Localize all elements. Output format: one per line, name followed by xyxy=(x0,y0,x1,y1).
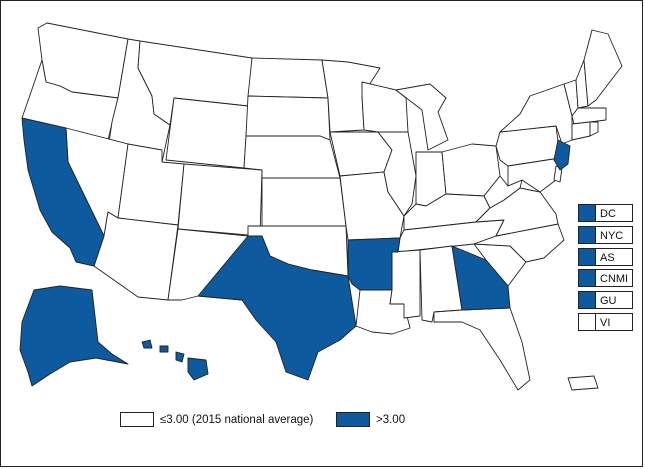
legend-above-average: >3.00 xyxy=(336,412,405,427)
inset-color-box xyxy=(578,291,596,310)
legend-label: ≤3.00 (2015 national average) xyxy=(160,413,314,426)
inset-label: DC xyxy=(595,204,633,222)
legend-swatch-blue xyxy=(336,412,370,427)
legend-label: >3.00 xyxy=(376,413,406,426)
puerto-rico xyxy=(567,375,599,391)
state-kansas xyxy=(261,177,347,227)
state-colorado xyxy=(177,163,263,237)
above-average-states xyxy=(19,117,571,387)
state-connecticut xyxy=(571,121,591,141)
state-wyoming xyxy=(165,97,249,169)
state-michigan xyxy=(395,83,449,151)
state-outlines xyxy=(21,22,623,391)
state-hawaii xyxy=(141,339,209,381)
state-massachusetts xyxy=(571,107,607,125)
state-texas xyxy=(197,235,357,381)
inset-label: AS xyxy=(595,247,633,266)
inset-label: CNMI xyxy=(595,269,633,288)
state-new-jersey xyxy=(553,139,571,171)
state-california xyxy=(21,117,105,267)
inset-nyc: NYC xyxy=(578,225,633,245)
state-alaska xyxy=(19,285,129,387)
state-rhode-island xyxy=(589,121,599,137)
inset-cnmi: CNMI xyxy=(578,268,633,288)
state-north-dakota xyxy=(247,57,329,99)
inset-label: NYC xyxy=(595,225,633,244)
territory-insets: DC NYC AS CNMI GU VI xyxy=(578,203,633,334)
state-georgia xyxy=(451,245,511,311)
state-florida xyxy=(433,307,531,391)
inset-color-box xyxy=(578,225,596,244)
inset-vi: VI xyxy=(578,312,633,332)
state-arizona xyxy=(93,211,179,301)
inset-dc: DC xyxy=(578,203,633,223)
inset-label: GU xyxy=(595,291,633,310)
inset-label: VI xyxy=(595,312,633,331)
state-maine xyxy=(583,29,623,107)
state-south-dakota xyxy=(245,95,331,141)
state-west-virginia xyxy=(483,175,523,209)
legend-below-average: ≤3.00 (2015 national average) xyxy=(120,412,313,427)
legend-swatch-white xyxy=(120,412,154,427)
inset-color-box xyxy=(578,312,596,331)
state-north-carolina xyxy=(473,223,565,263)
inset-as: AS xyxy=(578,247,633,267)
inset-color-box xyxy=(578,204,596,222)
inset-gu: GU xyxy=(578,290,633,310)
inset-color-box xyxy=(578,247,596,266)
inset-color-box xyxy=(578,269,596,288)
state-arkansas xyxy=(347,237,401,291)
